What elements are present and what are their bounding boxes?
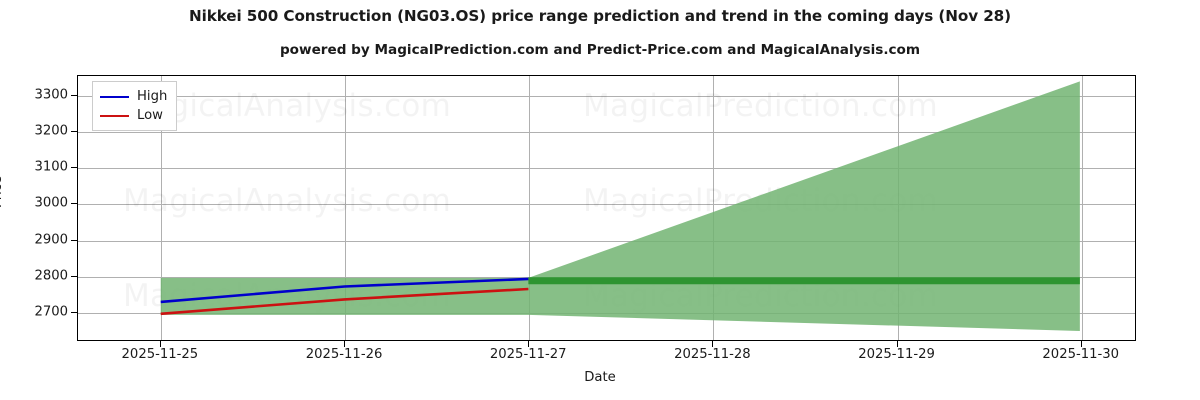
y-axis-tick-mark xyxy=(71,239,77,241)
x-axis-tick-label: 2025-11-30 xyxy=(1042,347,1120,362)
gridline-horizontal xyxy=(78,95,1135,97)
legend-color-swatch xyxy=(100,114,129,117)
legend-color-swatch xyxy=(100,95,129,98)
x-axis-tick-label: 2025-11-26 xyxy=(305,347,383,362)
x-axis-tick-mark xyxy=(712,341,714,347)
high-line xyxy=(160,277,529,304)
low-line xyxy=(160,287,529,316)
y-axis-tick-label: 2900 xyxy=(34,232,68,248)
x-axis-tick-mark xyxy=(528,341,530,347)
legend-item[interactable]: Low xyxy=(100,106,167,125)
gridline-horizontal xyxy=(78,204,1135,206)
x-axis-tick-mark xyxy=(1080,341,1082,347)
y-axis-tick-mark xyxy=(71,203,77,205)
y-axis-tick-label: 3300 xyxy=(34,87,68,103)
x-axis-tick-mark xyxy=(344,341,346,347)
y-axis-tick-label: 2800 xyxy=(34,268,68,284)
plot-area: MagicalAnalysis.comMagicalPrediction.com… xyxy=(77,75,1136,341)
y-axis-tick-label: 2700 xyxy=(34,304,68,320)
chart-subtitle: powered by MagicalPrediction.com and Pre… xyxy=(279,42,921,58)
y-axis-tick-label: 3200 xyxy=(34,123,68,139)
y-axis-tick-mark xyxy=(71,312,77,314)
x-axis-tick-label: 2025-11-28 xyxy=(674,347,751,362)
gridline-vertical xyxy=(713,76,715,340)
y-axis-tick-label: 3100 xyxy=(34,159,68,175)
gridline-vertical xyxy=(1081,76,1083,340)
x-axis-label: Date xyxy=(584,370,616,385)
chart-legend: High Low xyxy=(92,81,178,131)
legend-item-label: High xyxy=(137,88,168,104)
legend-item[interactable]: High xyxy=(100,87,167,106)
y-axis-tick-mark xyxy=(71,131,77,133)
y-axis-tick-mark xyxy=(71,167,77,169)
legend-item-label: Low xyxy=(137,107,163,123)
x-axis-tick-label: 2025-11-29 xyxy=(858,347,935,362)
data-series-layer xyxy=(160,81,1080,332)
x-axis-tick-label: 2025-11-25 xyxy=(121,347,199,362)
gridline-horizontal xyxy=(78,132,1135,134)
y-axis-tick-mark xyxy=(71,275,77,277)
gridline-vertical xyxy=(529,76,531,340)
gridline-horizontal xyxy=(78,168,1135,170)
gridline-horizontal xyxy=(78,240,1135,242)
x-axis-tick-label: 2025-11-27 xyxy=(489,347,567,362)
x-axis-tick-mark xyxy=(896,341,898,347)
y-axis-tick-label: 3000 xyxy=(34,195,68,211)
page-title: Nikkei 500 Construction (NG03.OS) price … xyxy=(189,7,1011,25)
x-axis-tick-mark xyxy=(159,341,161,347)
gridline-vertical xyxy=(345,76,347,340)
gridline-vertical xyxy=(160,76,162,340)
forecast-band xyxy=(160,81,1080,332)
y-axis-tick-mark xyxy=(71,94,77,96)
